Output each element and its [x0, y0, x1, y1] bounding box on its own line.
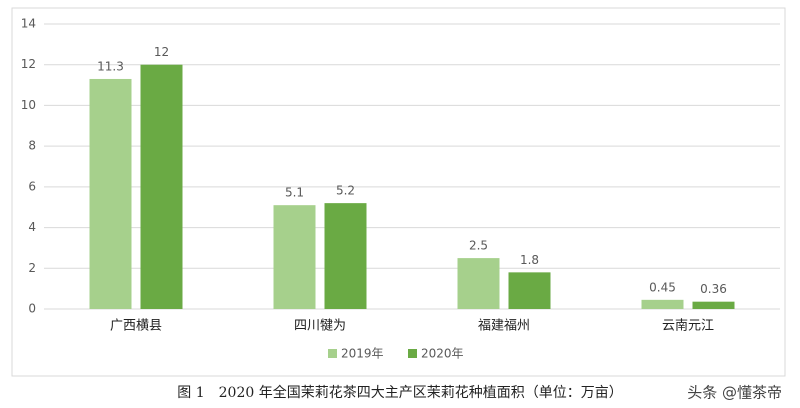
legend-swatch — [328, 349, 337, 358]
legend-label: 2020年 — [421, 347, 464, 361]
legend-label: 2019年 — [341, 347, 384, 361]
x-tick-label: 云南元江 — [662, 318, 714, 334]
value-label: 11.3 — [97, 59, 124, 73]
x-tick-label: 广西横县 — [110, 319, 162, 334]
bar — [641, 299, 684, 309]
legend-swatch — [408, 349, 417, 358]
value-label: 5.1 — [285, 186, 304, 200]
bar — [273, 205, 316, 309]
bar — [89, 78, 132, 309]
value-label: 5.2 — [336, 184, 355, 198]
bar — [692, 301, 735, 309]
y-tick-label: 14 — [21, 17, 36, 31]
y-tick-label: 8 — [28, 139, 36, 153]
value-label: 1.8 — [520, 253, 539, 267]
y-tick-label: 10 — [21, 98, 36, 112]
caption: 图 1 2020 年全国茉莉花茶四大主产区茉莉花种植面积（单位：万亩） — [177, 384, 622, 401]
x-tick-label: 四川犍为 — [294, 319, 346, 334]
value-label: 0.45 — [649, 280, 676, 294]
y-tick-label: 0 — [28, 302, 36, 316]
value-label: 2.5 — [469, 239, 488, 253]
y-tick-label: 12 — [21, 57, 36, 71]
bar — [457, 258, 500, 309]
y-tick-label: 6 — [28, 179, 36, 193]
bar — [508, 272, 551, 309]
value-label: 12 — [154, 45, 169, 59]
value-label: 0.36 — [700, 282, 727, 296]
x-tick-label: 福建福州 — [478, 319, 530, 334]
bar — [324, 203, 367, 309]
y-tick-label: 2 — [28, 261, 36, 275]
y-tick-label: 4 — [28, 220, 36, 234]
bar — [140, 64, 183, 309]
watermark: 头条 @懂茶帝 — [687, 384, 782, 402]
